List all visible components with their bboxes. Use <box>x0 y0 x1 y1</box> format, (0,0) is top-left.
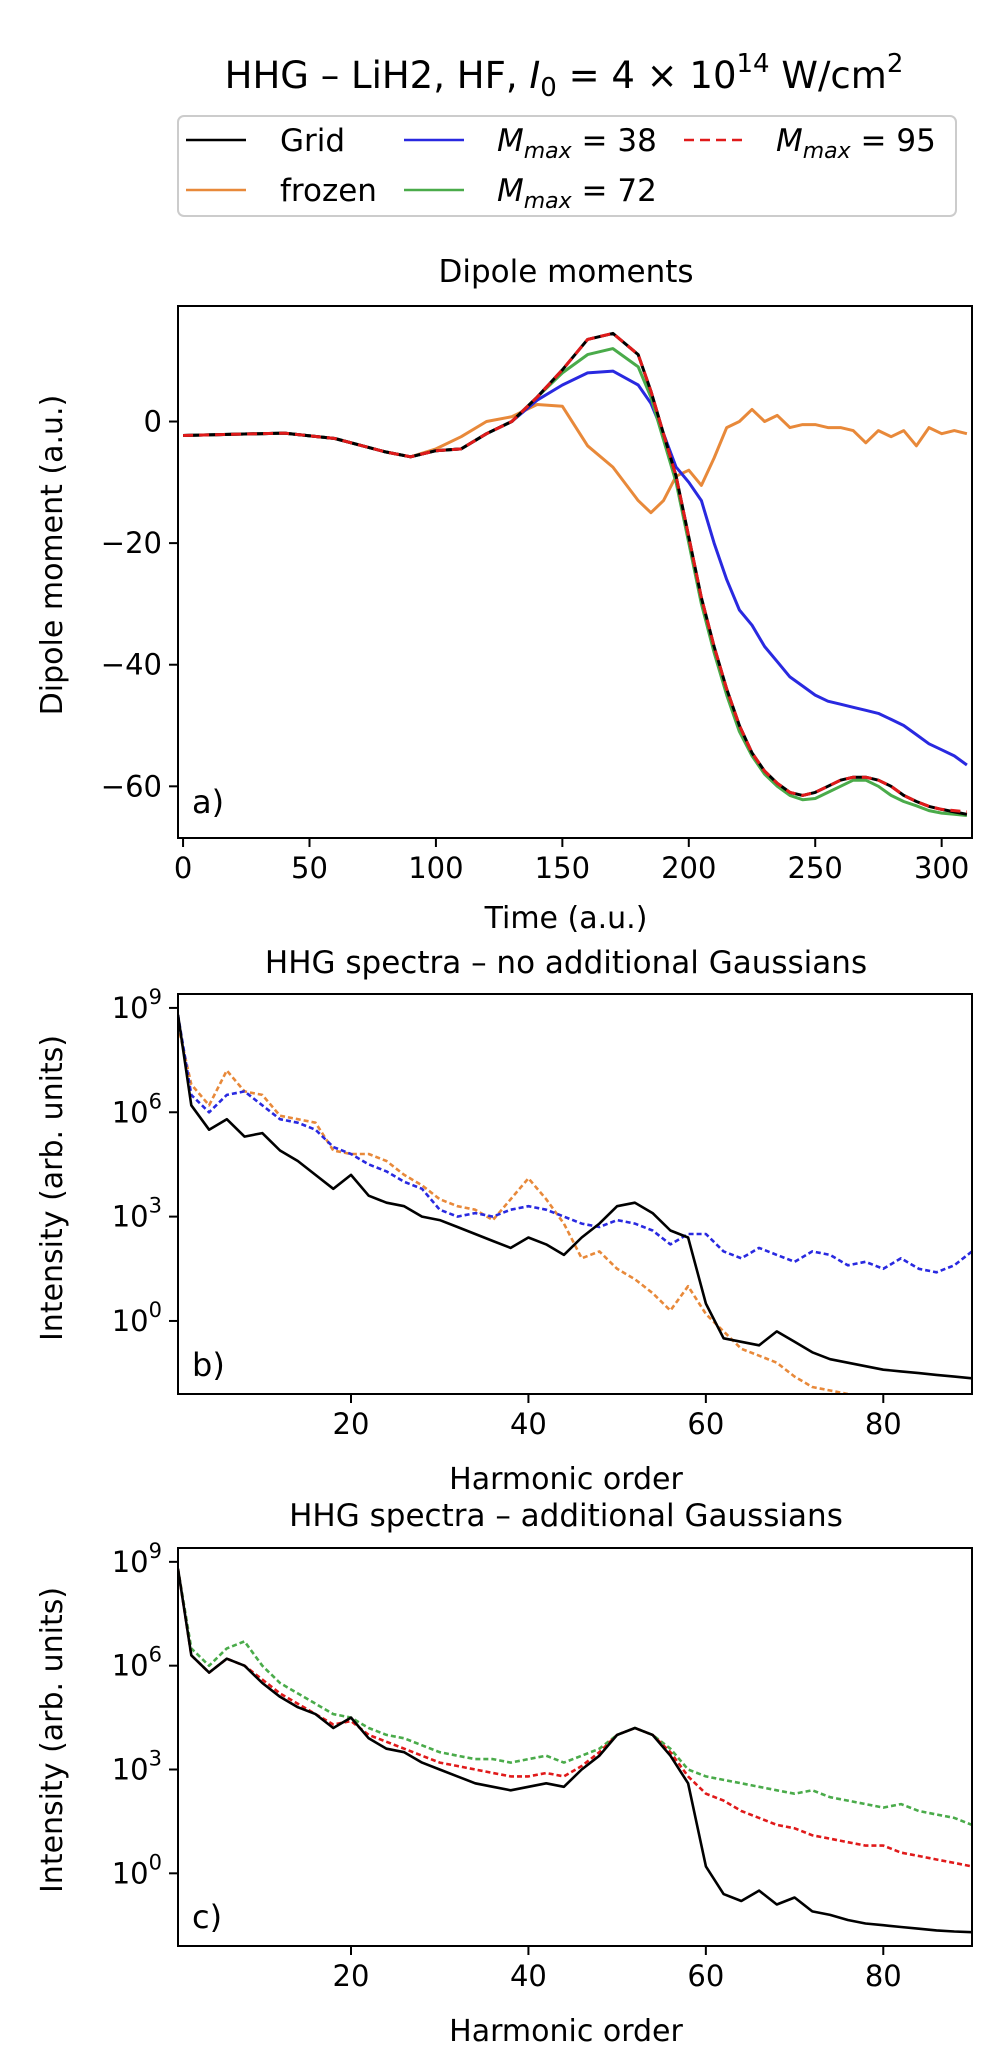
panel-c-series-grid <box>178 1568 972 1934</box>
panel-b-series-group <box>178 1014 972 1394</box>
panel-b-xtick-label-80: 80 <box>865 1407 902 1441</box>
panel-b-ytick-label-6: 106 <box>112 1089 162 1129</box>
legend-label-grid: Grid <box>280 123 345 159</box>
panel-b-xtick-label-20: 20 <box>333 1407 370 1441</box>
panel-c-xtick-label-20: 20 <box>333 1959 370 1993</box>
panel-c-frame <box>177 1547 973 1947</box>
panel-b-plot: 20 40 60 80 109 106 103 100 <box>112 985 973 1441</box>
panel-a-series-grid <box>183 331 968 816</box>
panel-a-series-mmax72 <box>183 347 968 817</box>
panel-c-ylabel: Intensity (arb. units) <box>35 1587 70 1893</box>
panel-c-xtick-label-80: 80 <box>865 1959 902 1993</box>
panel-b-frame <box>177 993 973 1395</box>
panel-c-ytick-label-6: 106 <box>112 1643 162 1683</box>
legend-entry-grid: Grid <box>186 123 345 159</box>
panel-a-series-group <box>183 331 968 817</box>
panel-b-xtick-label-40: 40 <box>510 1407 547 1441</box>
panel-c-series-mmax95 <box>178 1568 972 1868</box>
panel-c-xlabel: Harmonic order <box>449 2014 683 2049</box>
panel-c-plot: 20 40 60 80 109 106 103 100 <box>112 1539 973 1993</box>
figure-title: HHG – LiH2, HF, I0 = 4 × 1014 W/cm2 <box>225 49 904 103</box>
panel-a-ytick-label-m60: −60 <box>101 769 162 803</box>
panel-a-series-frozen <box>183 403 968 515</box>
panel-a-series-mmax95 <box>183 331 968 814</box>
panel-a-xtick-label-200: 200 <box>661 851 716 885</box>
panel-b-ytick-label-9: 109 <box>112 985 162 1025</box>
legend-label-frozen: frozen <box>280 173 377 209</box>
panel-c-label: c) <box>192 1898 222 1936</box>
panel-b-label: b) <box>192 1346 225 1384</box>
legend-entry-mmax72: Mmax = 72 <box>404 173 657 214</box>
panel-a-xtick-label-50: 50 <box>291 851 328 885</box>
panel-a-label: a) <box>192 783 224 821</box>
legend-entry-frozen: frozen <box>186 173 377 209</box>
legend-frame <box>177 115 957 217</box>
panel-c-ytick-label-0: 100 <box>112 1850 162 1890</box>
panel-a-ytick-label-m40: −40 <box>101 648 162 682</box>
panel-a-xtick-label-250: 250 <box>788 851 843 885</box>
legend-label-mmax95: Mmax = 95 <box>776 123 936 164</box>
panel-b-ytick-label-3: 103 <box>112 1194 162 1234</box>
panel-a-xtick-label-100: 100 <box>408 851 463 885</box>
panel-b-series-frozen <box>178 1025 849 1394</box>
panel-b-series-mmax38 <box>178 1014 972 1274</box>
panel-a-xlabel: Time (a.u.) <box>484 901 648 936</box>
panel-a-ytick-label-m20: −20 <box>101 526 162 560</box>
panel-b-title: HHG spectra – no additional Gaussians <box>265 945 867 981</box>
panel-a-frame <box>177 305 973 839</box>
legend: Grid frozen Mmax = 38 Mmax = 72 Mmax = 9… <box>177 115 957 217</box>
panel-b-xlabel: Harmonic order <box>449 1462 683 1497</box>
panel-a-xtick-label-0: 0 <box>174 851 192 885</box>
panel-c-ytick-label-3: 103 <box>112 1746 162 1786</box>
panel-b-series-grid <box>178 1014 972 1380</box>
panel-a-ytick-label-0: 0 <box>144 405 162 439</box>
panel-c-ytick-label-9: 109 <box>112 1539 162 1579</box>
panel-c-xtick-label-60: 60 <box>687 1959 724 1993</box>
panel-c-series-mmax72 <box>178 1568 972 1827</box>
panel-c-xtick-label-40: 40 <box>510 1959 547 1993</box>
legend-entry-mmax38: Mmax = 38 <box>404 123 657 164</box>
panel-a-plot: 0 50 100 150 200 250 300 0 −20 −40 −60 <box>101 305 973 885</box>
panel-b-ylabel: Intensity (arb. units) <box>35 1035 70 1341</box>
panel-a-xtick-label-150: 150 <box>535 851 590 885</box>
panel-a-title: Dipole moments <box>438 254 693 290</box>
panel-b-xtick-label-60: 60 <box>687 1407 724 1441</box>
panel-a-xtick-label-300: 300 <box>914 851 969 885</box>
legend-entry-mmax95: Mmax = 95 <box>684 123 936 164</box>
legend-label-mmax72: Mmax = 72 <box>497 173 657 214</box>
panel-c-title: HHG spectra – additional Gaussians <box>289 1498 843 1534</box>
panel-a-ylabel: Dipole moment (a.u.) <box>35 395 70 716</box>
panel-c-series-group <box>178 1568 972 1934</box>
legend-label-mmax38: Mmax = 38 <box>497 123 657 164</box>
panel-b-ytick-label-0: 100 <box>112 1298 162 1338</box>
